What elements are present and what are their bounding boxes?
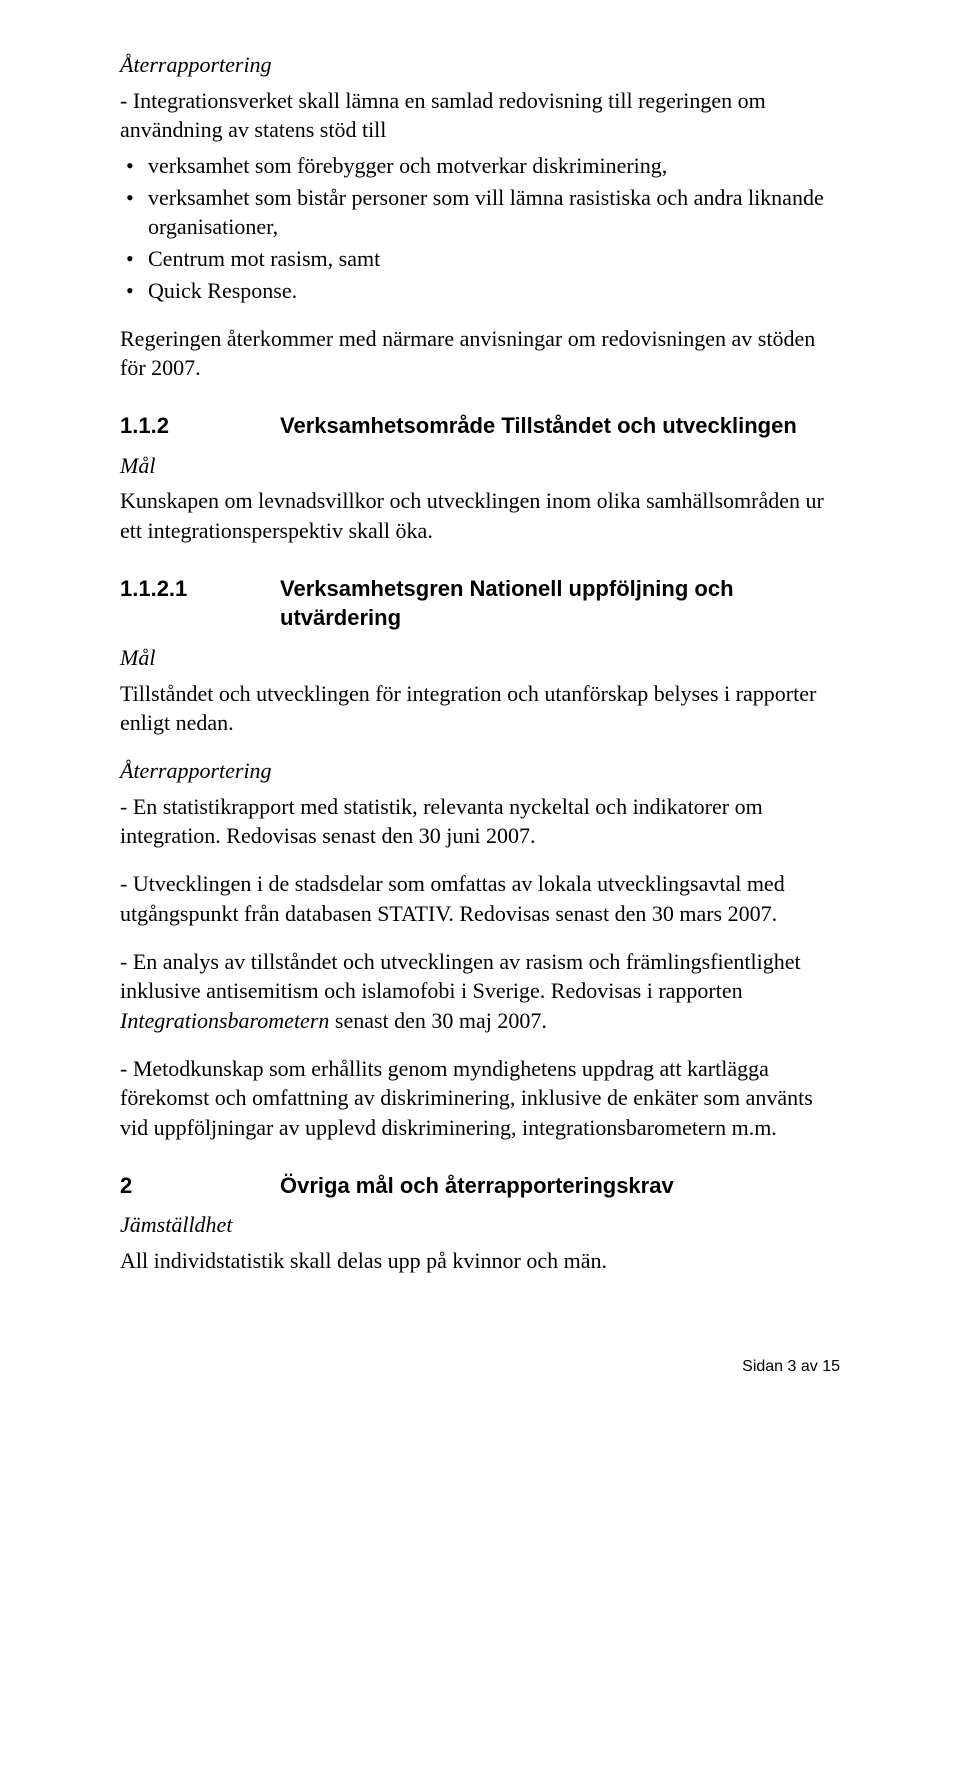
list-item: Centrum mot rasism, samt — [120, 244, 840, 274]
list-item: verksamhet som förebygger och motverkar … — [120, 151, 840, 181]
p7-italic: Integrationsbarometern — [120, 1008, 329, 1033]
heading-title: Verksamhetsområde Tillståndet och utveck… — [280, 411, 797, 441]
aterrapportering-label-2: Återrapportering — [120, 756, 840, 786]
p7b: senast den 30 maj 2007. — [329, 1008, 547, 1033]
mal-label-1: Mål — [120, 451, 840, 481]
heading-title: Övriga mål och återrapporteringskrav — [280, 1171, 674, 1201]
p7a: - En analys av tillståndet och utvecklin… — [120, 949, 801, 1004]
list-item: Quick Response. — [120, 276, 840, 306]
page-footer: Sidan 3 av 15 — [120, 1356, 840, 1378]
p5: - En statistikrapport med statistik, rel… — [120, 792, 840, 851]
bullets-1: verksamhet som förebygger och motverkar … — [120, 151, 840, 305]
heading-num: 1.1.2.1 — [120, 574, 280, 633]
aterrapportering-label-1: Återrapportering — [120, 50, 840, 80]
p1-line1: - Integrationsverket skall lämna en saml… — [120, 86, 840, 145]
p9: All individstatistik skall delas upp på … — [120, 1246, 840, 1276]
heading-num: 2 — [120, 1171, 280, 1201]
section-aterrapportering-1: Återrapportering - Integrationsverket sk… — [120, 50, 840, 306]
heading-2: 2 Övriga mål och återrapporteringskrav — [120, 1171, 840, 1201]
p6: - Utvecklingen i de stadsdelar som omfat… — [120, 869, 840, 928]
p3: Kunskapen om levnadsvillkor och utveckli… — [120, 486, 840, 545]
mal-label-2: Mål — [120, 643, 840, 673]
p7: - En analys av tillståndet och utvecklin… — [120, 947, 840, 1036]
jamstalldhet-label: Jämställdhet — [120, 1210, 840, 1240]
p4: Tillståndet och utvecklingen för integra… — [120, 679, 840, 738]
heading-title: Verksamhetsgren Nationell uppföljning oc… — [280, 574, 840, 633]
list-item: verksamhet som bistår personer som vill … — [120, 183, 840, 242]
heading-1-1-2-1: 1.1.2.1 Verksamhetsgren Nationell uppföl… — [120, 574, 840, 633]
heading-num: 1.1.2 — [120, 411, 280, 441]
heading-1-1-2: 1.1.2 Verksamhetsområde Tillståndet och … — [120, 411, 840, 441]
p8: - Metodkunskap som erhållits genom myndi… — [120, 1054, 840, 1143]
p2: Regeringen återkommer med närmare anvisn… — [120, 324, 840, 383]
